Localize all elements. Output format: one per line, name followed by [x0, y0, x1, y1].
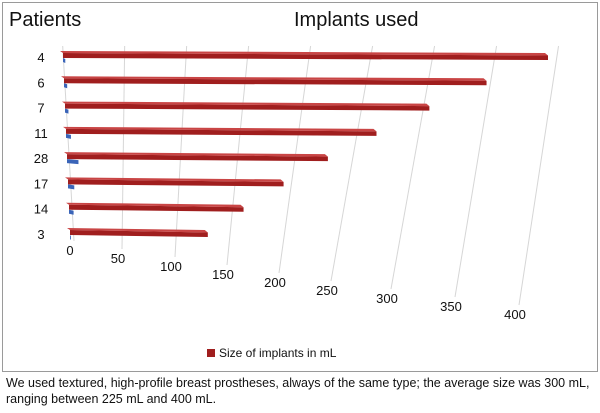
bar-size-ml-top [63, 126, 377, 132]
category-label: 4 [37, 50, 44, 65]
x-tick-label: 400 [504, 307, 526, 322]
legend-label: Size of implants in mL [219, 346, 337, 360]
bar-size-ml-top [65, 177, 284, 182]
category-label: 14 [34, 202, 48, 217]
bar-size-ml-top [66, 202, 244, 208]
category-label: 6 [37, 75, 44, 90]
x-tick-label: 50 [111, 251, 125, 266]
bar-patients [68, 184, 75, 190]
figure-caption: We used textured, high-profile breast pr… [6, 376, 590, 406]
category-label: 28 [34, 151, 48, 166]
x-tick-label: 350 [440, 299, 462, 314]
x-tick-label: 300 [376, 291, 398, 306]
gridline [390, 45, 436, 290]
bar-size-ml [70, 230, 208, 237]
bar-patients [70, 235, 71, 240]
bar-size-ml [68, 179, 284, 187]
bar-patients [67, 159, 79, 165]
bar-size-ml [66, 128, 377, 136]
x-tick-label: 150 [212, 267, 234, 282]
gridline [121, 45, 126, 250]
gridline [518, 45, 560, 306]
gridline [330, 45, 374, 282]
bar-size-ml-top [62, 101, 430, 107]
x-tick-labels: 0 50 100 150 200 250 300 350 400 [66, 243, 525, 322]
bar-size-ml-top [67, 228, 208, 233]
chart-frame: 0 50 100 150 200 250 300 350 400 4 6 7 11 28 17 14 3 Pa… [2, 2, 598, 372]
bar-size-ml [67, 154, 328, 162]
bar-size-ml-top [60, 51, 548, 56]
bar-size-ml [65, 103, 430, 111]
bar-patients [64, 83, 68, 89]
chart-canvas: 0 50 100 150 200 250 300 350 400 4 6 7 11 28 17 14 3 Pa… [9, 9, 560, 360]
x-tick-label: 0 [66, 243, 73, 258]
category-labels: 4 6 7 11 28 17 14 3 [34, 50, 48, 242]
x-tick-label: 200 [264, 275, 286, 290]
bar-size-ml [63, 53, 548, 60]
category-label: 3 [37, 227, 44, 242]
bar-size-ml [64, 78, 487, 86]
category-label: 7 [37, 101, 44, 116]
bar-patients [69, 209, 74, 215]
gridline [454, 45, 498, 298]
bar-size-ml [69, 204, 244, 212]
chart-title: Implants used [294, 9, 419, 31]
bar-size-ml-top [61, 76, 487, 81]
bars [60, 51, 548, 240]
x-tick-label: 250 [316, 283, 338, 298]
category-label: 17 [34, 176, 48, 191]
legend-swatch [207, 349, 215, 357]
bar-patients [65, 108, 69, 114]
bar-patients [66, 133, 71, 139]
bar-patients [63, 58, 66, 63]
bar-size-ml-top [64, 152, 328, 157]
category-label: 11 [34, 126, 48, 141]
legend: Size of implants in mL [207, 346, 337, 360]
y-axis-label: Patients [9, 9, 81, 31]
x-tick-label: 100 [160, 259, 182, 274]
